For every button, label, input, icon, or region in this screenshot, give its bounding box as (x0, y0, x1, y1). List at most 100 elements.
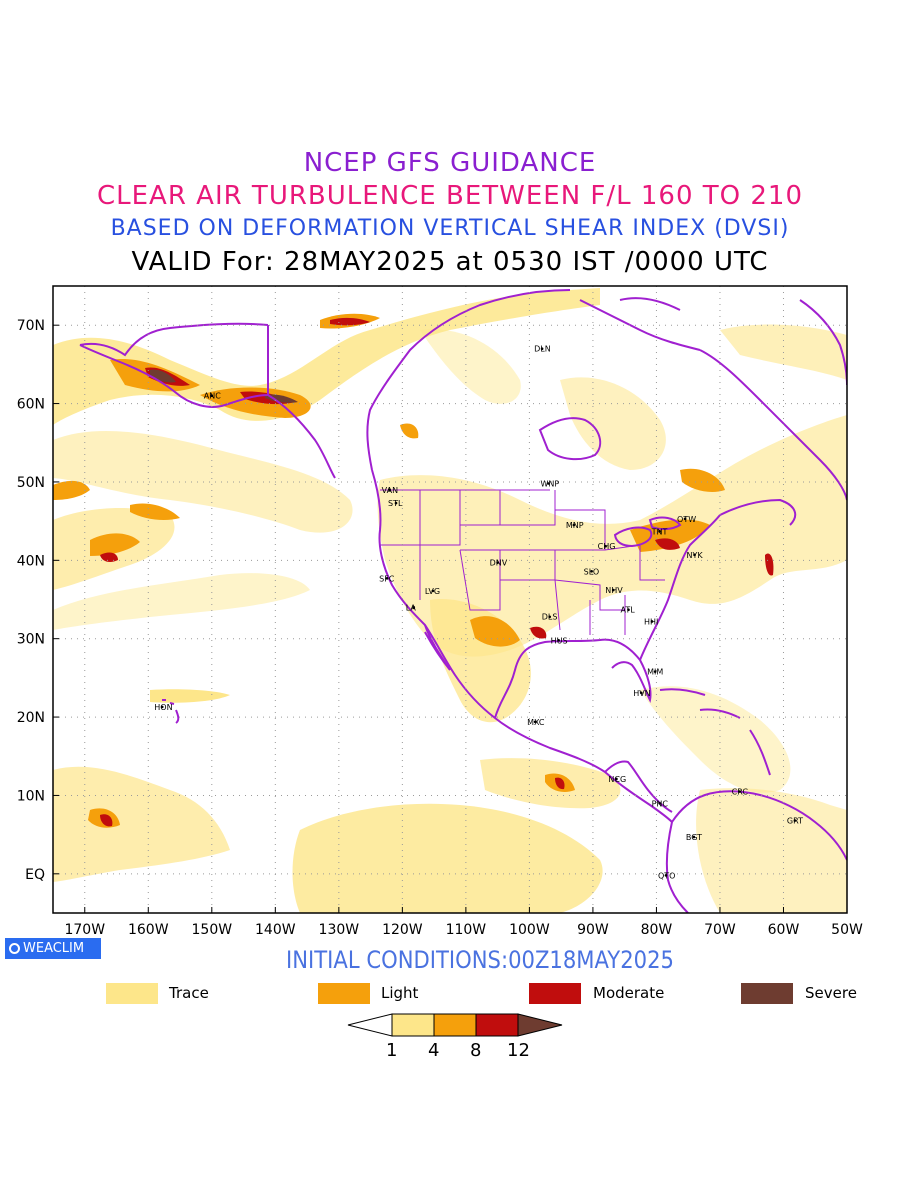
y-tick-label: 20N (17, 710, 45, 726)
station-label: NHV (605, 586, 623, 595)
initial-conditions: INITIAL CONDITIONS:00Z18MAY2025 (286, 946, 674, 974)
station-label: ANC (204, 392, 221, 401)
station-marker (210, 394, 214, 398)
x-tick-label: 150W (192, 922, 233, 938)
colorbar-trace (391, 1013, 435, 1037)
station-label: GRT (787, 817, 803, 826)
station-marker (572, 523, 576, 527)
station-label: HUS (551, 636, 568, 645)
station-marker (160, 705, 164, 709)
station-label: QTO (658, 871, 675, 880)
station-label: CRC (732, 788, 749, 797)
y-tick-label: 70N (17, 318, 45, 334)
logo-ring-icon (9, 943, 20, 954)
station-marker (548, 615, 552, 619)
x-axis-labels: 170W 160W 150W 140W 130W 120W 110W 100W 90W 80W 70… (64, 922, 863, 938)
station-label: WNP (540, 480, 559, 489)
legend-swatch-severe (741, 983, 793, 1004)
station-label: SFC (379, 574, 395, 583)
colorbar-tick-4: 4 (428, 1040, 440, 1061)
station-marker (412, 606, 416, 609)
legend-swatch-light (318, 983, 370, 1004)
station-label: MIM (647, 668, 663, 677)
y-tick-label: 60N (17, 397, 45, 413)
station-marker (693, 553, 696, 557)
y-tick-label: 50N (17, 475, 45, 491)
colorbar-high-arrow (517, 1013, 563, 1037)
station-marker (793, 819, 797, 822)
station-marker (590, 569, 593, 573)
x-tick-label: 140W (255, 922, 296, 938)
y-tick-label: 40N (17, 553, 45, 569)
legend-swatch-moderate (529, 983, 581, 1004)
x-tick-label: 80W (641, 922, 673, 938)
station-marker (557, 638, 560, 642)
station-marker (431, 589, 435, 593)
station-marker (683, 517, 687, 521)
station-label: MNP (566, 521, 584, 530)
x-tick-label: 50W (831, 922, 863, 938)
station-label: NYK (687, 551, 704, 560)
station-marker (496, 561, 499, 564)
station-marker (627, 608, 630, 611)
station-label: DLS (542, 613, 558, 622)
station-marker (653, 670, 657, 673)
axis-ticks (53, 324, 848, 913)
graticule (53, 286, 848, 913)
station-label: LVG (425, 587, 440, 596)
y-tick-label: 30N (17, 632, 45, 648)
legend-swatch-trace (106, 983, 158, 1004)
colorbar-low-arrow (347, 1013, 393, 1037)
station-label: TNT (651, 527, 668, 536)
map-frame (52, 285, 848, 914)
station-marker (611, 588, 615, 592)
station-marker (604, 544, 607, 548)
station-label: PNC (652, 799, 669, 808)
station-label: OTW (677, 515, 696, 524)
colorbar-moderate (475, 1013, 519, 1037)
y-tick-label: EQ (25, 867, 45, 883)
boundaries (380, 489, 665, 635)
station-marker (533, 720, 537, 724)
station-label: LA (406, 603, 417, 612)
station-label: CHG (598, 542, 616, 551)
title-line-1: NCEP GFS GUIDANCE (303, 148, 597, 178)
station-label: HVN (633, 689, 650, 698)
station-label: DNV (490, 559, 508, 568)
station-marker (639, 691, 643, 695)
station-marker (547, 482, 550, 485)
station-label: SLO (584, 567, 600, 576)
station-label: VAN (382, 486, 398, 495)
station-label: HHI (644, 617, 658, 626)
colorbar-light (433, 1013, 477, 1037)
station-marker (650, 620, 654, 623)
station-label: HON (154, 703, 172, 712)
legend-label-severe: Severe (805, 984, 857, 1002)
title-line-2: CLEAR AIR TURBULENCE BETWEEN F/L 160 TO … (96, 181, 804, 211)
station-label: BGT (686, 833, 702, 842)
x-tick-label: 110W (446, 922, 487, 938)
x-tick-label: 160W (128, 922, 169, 938)
colorbar (347, 1013, 563, 1037)
station-labels: DLN ANC VAN STL WNP MNP OTW TNT CHG NYK DNV SFC LVG S… (154, 345, 803, 881)
station-label: NCG (608, 775, 626, 784)
x-tick-label: 70W (704, 922, 736, 938)
title-line-3: BASED ON DEFORMATION VERTICAL SHEAR INDE… (110, 216, 790, 241)
x-tick-label: 60W (768, 922, 800, 938)
station-marker (658, 530, 661, 533)
colorbar-tick-12: 12 (507, 1040, 530, 1061)
valid-time: VALID For: 28MAY2025 at 0530 IST /0000 U… (131, 247, 769, 277)
colorbar-tick-1: 1 (386, 1040, 398, 1061)
x-tick-label: 130W (319, 922, 360, 938)
station-marker (388, 488, 391, 492)
x-tick-label: 170W (64, 922, 105, 938)
x-tick-label: 90W (577, 922, 609, 938)
legend-label-moderate: Moderate (593, 984, 665, 1002)
station-label: MXC (527, 718, 545, 727)
station-label: STL (388, 499, 403, 508)
y-tick-label: 10N (17, 788, 45, 804)
station-marker (394, 501, 398, 505)
x-tick-label: 100W (509, 922, 550, 938)
station-marker (738, 790, 741, 793)
